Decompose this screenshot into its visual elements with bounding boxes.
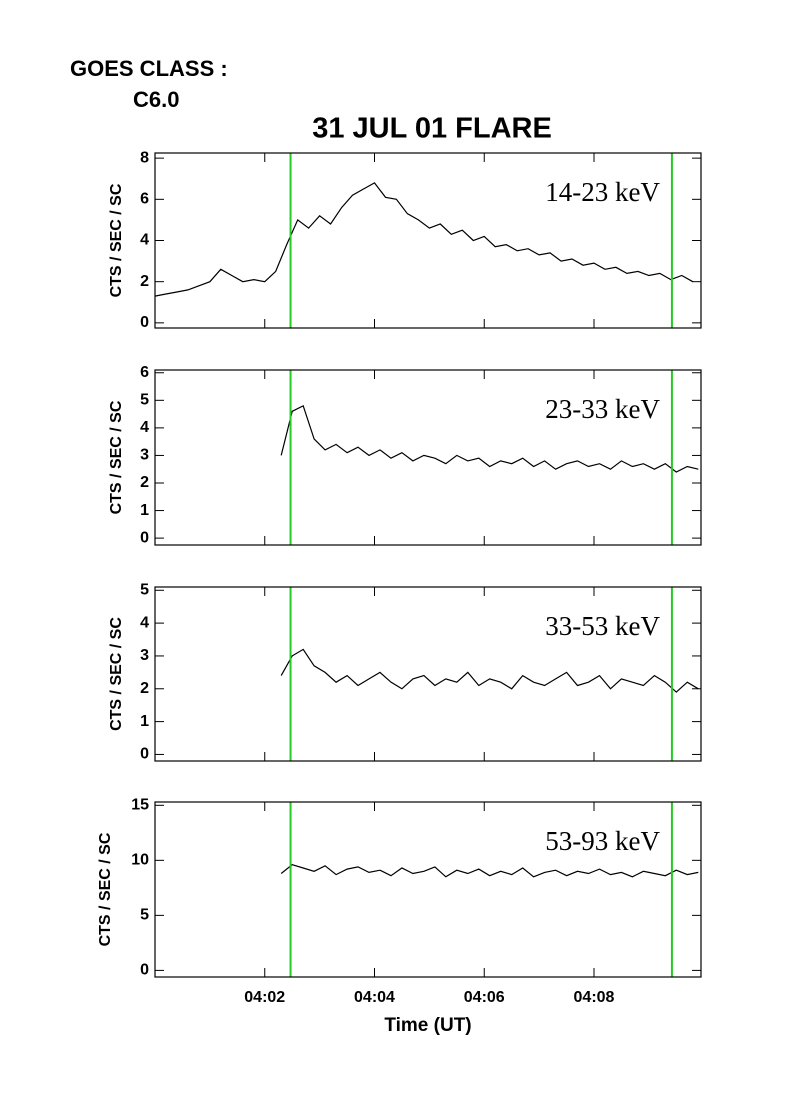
y-tick-label: 0: [140, 314, 149, 331]
y-axis-label: CTS / SEC / SC: [108, 183, 125, 297]
y-tick-label: 5: [140, 392, 149, 409]
y-tick-label: 5: [140, 907, 149, 924]
x-axis-label: Time (UT): [384, 1015, 471, 1036]
data-line: [280, 864, 699, 878]
x-tick-label: 04:02: [244, 989, 285, 1006]
y-tick-label: 4: [140, 232, 149, 249]
y-axis-label: CTS / SEC / SC: [108, 400, 125, 514]
y-tick-label: 10: [131, 852, 149, 869]
data-line: [154, 182, 694, 297]
chart-title: 31 JUL 01 FLARE: [312, 113, 552, 145]
y-tick-label: 8: [140, 149, 149, 166]
y-tick-label: 2: [140, 474, 149, 491]
band-label: 33-53 keV: [545, 611, 660, 641]
band-label: 23-33 keV: [545, 394, 660, 424]
y-tick-label: 2: [140, 680, 149, 697]
y-tick-label: 0: [140, 962, 149, 979]
band-label: 53-93 keV: [545, 826, 660, 856]
y-tick-label: 4: [140, 614, 149, 631]
goes-class: C6.0: [133, 87, 179, 112]
band-label: 14-23 keV: [545, 177, 660, 207]
y-tick-label: 0: [140, 529, 149, 546]
plot-frame: [154, 152, 702, 329]
y-tick-label: 3: [140, 647, 149, 664]
y-tick-label: 2: [140, 273, 149, 290]
y-axis-label: CTS / SEC / SC: [97, 832, 114, 946]
plot-frame: [154, 369, 702, 546]
data-line: [280, 404, 699, 473]
y-axis-label: CTS / SEC / SC: [108, 617, 125, 731]
y-tick-label: 6: [140, 364, 149, 381]
goes-label: GOES CLASS :: [70, 56, 228, 81]
y-tick-label: 6: [140, 191, 149, 208]
x-tick-label: 04:04: [354, 989, 395, 1006]
x-tick-label: 04:06: [464, 989, 505, 1006]
data-line: [280, 648, 699, 693]
y-tick-label: 3: [140, 447, 149, 464]
plot-frame: [154, 586, 702, 762]
y-tick-label: 4: [140, 419, 149, 436]
plot-frame: [154, 801, 702, 978]
x-tick-label: 04:08: [574, 989, 615, 1006]
y-tick-label: 15: [131, 797, 149, 814]
y-tick-label: 1: [140, 502, 149, 519]
y-tick-label: 5: [140, 582, 149, 599]
y-tick-label: 0: [140, 746, 149, 763]
y-tick-label: 1: [140, 713, 149, 730]
